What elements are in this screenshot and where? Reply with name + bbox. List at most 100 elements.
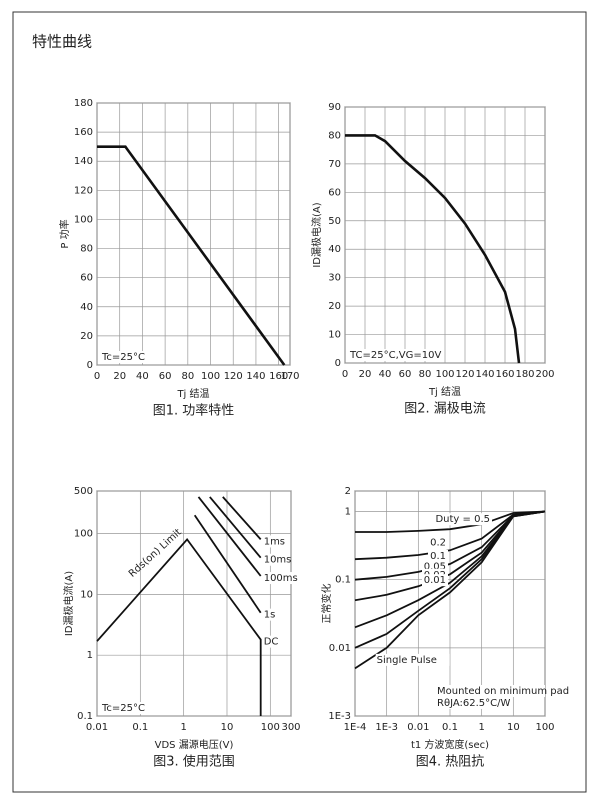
y-tick-label: 40: [328, 244, 341, 255]
y-tick-label: 40: [80, 302, 93, 313]
series-label: Duty = 0.5: [435, 514, 490, 525]
x-tick-label: 0: [94, 371, 100, 382]
series-label-bg: [428, 536, 448, 549]
x-tick-label: 80: [181, 371, 194, 382]
series-label: DC: [264, 637, 279, 648]
series-label: 1s: [264, 610, 276, 621]
curve: [97, 145, 286, 366]
series-label: 0.05: [424, 561, 446, 572]
series-label-bg: [262, 553, 289, 566]
x-tick-label: 0.1: [442, 722, 458, 733]
y-tick-label: 60: [80, 273, 93, 284]
y-tick-label: 1: [345, 507, 351, 518]
page-frame: [12, 11, 587, 793]
annotation-bg: [100, 702, 146, 714]
series-label-bg: [430, 513, 492, 526]
plot-area: [96, 490, 292, 717]
y-tick-label: 90: [328, 102, 341, 113]
series-label: 10ms: [264, 555, 292, 566]
y-tick-label: 2: [345, 486, 351, 497]
series-label-bg: [375, 653, 450, 666]
series-label: 1ms: [264, 536, 285, 547]
curve: [345, 134, 521, 364]
series-label-bg: [262, 608, 277, 621]
annotation: Tc=25°C: [101, 352, 145, 363]
y-tick-label: 0: [87, 360, 93, 371]
series-label-bg: [422, 574, 448, 587]
x-tick-label: 120: [455, 369, 474, 380]
annotation-bg: [435, 685, 545, 697]
x-tick-label: 20: [359, 369, 372, 380]
x-axis-label: Tj 结温: [428, 385, 461, 398]
y-tick-label: 60: [328, 187, 341, 198]
series-label-bg: [262, 572, 295, 585]
curve: [355, 510, 546, 533]
x-tick-label: 100: [201, 371, 220, 382]
x-tick-label: 1E-4: [344, 722, 367, 733]
series-label: 0.1: [430, 551, 446, 562]
curve: [222, 496, 262, 540]
x-tick-label: 140: [475, 369, 494, 380]
x-tick-label: 0.1: [132, 722, 148, 733]
curve: [193, 514, 262, 614]
y-tick-label: 80: [80, 244, 93, 255]
x-tick-label: 160: [495, 369, 514, 380]
series-label: 100ms: [264, 573, 298, 584]
x-tick-label: 0.01: [86, 722, 108, 733]
y-axis-label: ID漏极电流(A): [62, 571, 75, 636]
y-tick-label: 0: [335, 358, 341, 369]
chart-caption: 图1. 功率特性: [153, 403, 235, 419]
x-tick-label: 100: [435, 369, 454, 380]
x-tick-label: 60: [159, 371, 172, 382]
x-tick-label: 120: [224, 371, 243, 382]
x-tick-label: 170: [280, 371, 299, 382]
x-tick-label: 200: [535, 369, 554, 380]
annotation-bg: [348, 349, 439, 361]
page-title: 特性曲线: [32, 33, 92, 51]
y-tick-label: 120: [74, 185, 93, 196]
x-tick-label: 140: [246, 371, 265, 382]
annotation: TC=25°C,VG=10V: [349, 350, 441, 361]
annotation-bg: [100, 351, 146, 363]
y-tick-label: 20: [80, 331, 93, 342]
series-label: Single Pulse: [377, 655, 437, 666]
chart-caption: 图2. 漏极电流: [404, 401, 486, 417]
y-tick-label: 10: [80, 589, 93, 600]
x-tick-label: 60: [399, 369, 412, 380]
y-tick-label: 30: [328, 273, 341, 284]
y-tick-label: 0.1: [335, 575, 351, 586]
y-tick-label: 500: [74, 486, 93, 497]
curve: [197, 496, 262, 577]
x-axis-label: Tj 结温: [176, 387, 209, 400]
y-axis-label: ID漏极电流(A): [310, 202, 323, 267]
annotation: Mounted on minimum pad: [437, 686, 569, 697]
y-tick-label: 10: [328, 330, 341, 341]
x-tick-label: 300: [281, 722, 300, 733]
x-tick-label: 0.01: [407, 722, 429, 733]
x-tick-label: 100: [535, 722, 554, 733]
annotation: Tc=25°C: [101, 703, 145, 714]
x-axis-label: t1 方波宽度(sec): [411, 738, 489, 751]
annotation-bg: [435, 697, 500, 709]
x-tick-label: 180: [515, 369, 534, 380]
series-label: 0.01: [424, 575, 446, 586]
x-tick-label: 1E-3: [375, 722, 398, 733]
x-tick-label: 10: [221, 722, 234, 733]
x-tick-label: 160: [269, 371, 288, 382]
y-axis-label: 正常变化: [320, 584, 333, 624]
x-axis-label: VDS 漏源电压(V): [155, 738, 234, 751]
series-label-bg: [428, 549, 448, 562]
chart-caption: 图3. 使用范围: [153, 754, 235, 770]
y-tick-label: 80: [328, 130, 341, 141]
y-tick-label: 140: [74, 156, 93, 167]
y-tick-label: 0.1: [77, 711, 93, 722]
y-tick-label: 1: [87, 650, 93, 661]
plot-area: [96, 102, 291, 366]
x-tick-label: 0: [342, 369, 348, 380]
x-tick-label: 40: [379, 369, 392, 380]
curve: [209, 496, 262, 559]
x-tick-label: 10: [507, 722, 520, 733]
x-tick-label: 1: [478, 722, 484, 733]
y-tick-label: 100: [74, 529, 93, 540]
curve: [96, 537, 262, 716]
